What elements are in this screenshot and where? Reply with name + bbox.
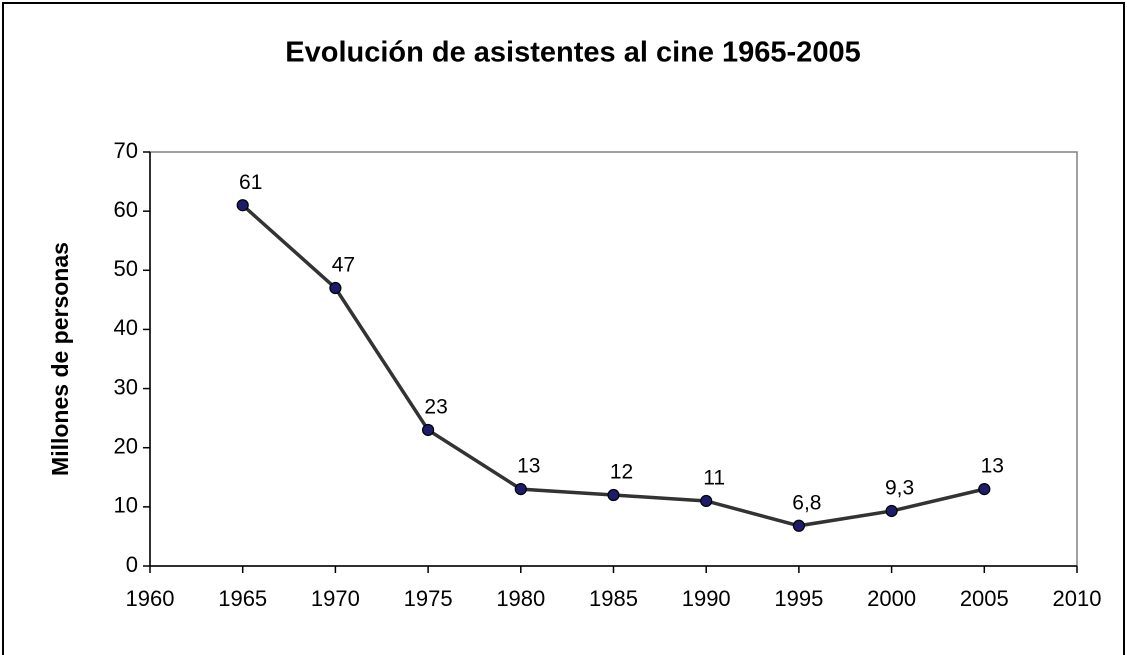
y-tick-label: 0 [126, 552, 138, 577]
x-tick-label: 1970 [311, 586, 360, 611]
data-label: 11 [703, 466, 725, 489]
data-label: 23 [424, 396, 447, 419]
chart-title: Evolución de asistentes al cine 1965-200… [285, 37, 860, 69]
data-point [978, 483, 991, 496]
x-tick-label: 1995 [774, 586, 823, 611]
data-point [422, 423, 435, 437]
y-axis-label: Millones de personas [47, 242, 73, 476]
x-tick-label: 1965 [218, 586, 267, 611]
y-tick-label: 20 [114, 434, 138, 459]
x-tick-label: 1985 [589, 586, 638, 611]
x-tick-label: 2000 [867, 586, 916, 611]
y-tick-label: 40 [114, 315, 138, 340]
data-point [607, 488, 620, 502]
data-label: 61 [239, 171, 262, 194]
x-tick-label: 2005 [960, 586, 1009, 611]
data-point [792, 519, 806, 532]
data-label: 47 [332, 254, 355, 277]
x-tick-label: 1960 [126, 586, 175, 611]
data-label: 13 [517, 455, 540, 478]
y-tick-label: 30 [114, 374, 138, 399]
data-point [514, 483, 527, 496]
data-point [700, 494, 713, 508]
data-point [329, 281, 342, 295]
x-tick-label: 2010 [1053, 586, 1102, 611]
y-tick-label: 60 [114, 197, 138, 222]
data-label: 6,8 [792, 491, 821, 514]
y-tick-label: 50 [114, 256, 138, 281]
data-label: 13 [981, 455, 1004, 478]
x-tick-label: 1975 [404, 586, 453, 611]
data-label: 12 [610, 461, 633, 484]
x-tick-label: 1980 [496, 586, 545, 611]
data-label: 9,3 [885, 477, 914, 500]
y-tick-label: 10 [114, 493, 138, 518]
data-point [236, 199, 249, 212]
x-tick-label: 1990 [682, 586, 731, 611]
data-point [885, 504, 898, 518]
y-tick-label: 70 [114, 138, 138, 163]
